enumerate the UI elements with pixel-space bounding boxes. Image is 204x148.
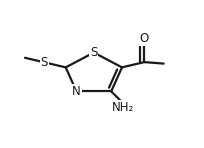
Text: NH₂: NH₂ [112,100,134,114]
Text: O: O [140,32,149,45]
Text: N: N [72,85,81,98]
Text: S: S [90,46,98,59]
Text: S: S [41,56,48,69]
